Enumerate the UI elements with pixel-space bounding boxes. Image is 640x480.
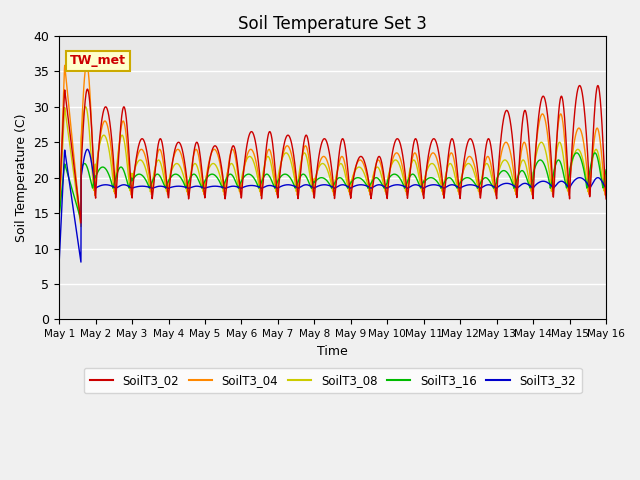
- Y-axis label: Soil Temperature (C): Soil Temperature (C): [15, 113, 28, 242]
- Title: Soil Temperature Set 3: Soil Temperature Set 3: [238, 15, 427, 33]
- Text: TW_met: TW_met: [70, 54, 126, 67]
- X-axis label: Time: Time: [317, 345, 348, 358]
- Legend: SoilT3_02, SoilT3_04, SoilT3_08, SoilT3_16, SoilT3_32: SoilT3_02, SoilT3_04, SoilT3_08, SoilT3_…: [84, 368, 582, 393]
